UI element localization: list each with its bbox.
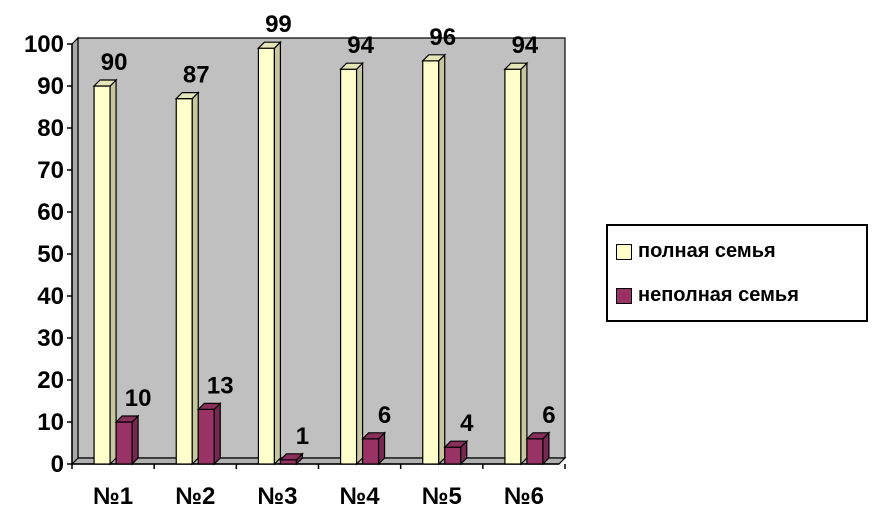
legend-swatch-full-family [616,243,632,260]
data-label-single-parent-family: 1 [296,423,309,450]
bar-full-family [174,91,200,466]
y-tick-label: 90 [37,73,64,100]
y-tick-label: 30 [37,325,64,352]
x-category-label: №4 [340,483,381,510]
bar-single-parent-family [443,439,469,466]
plot-back-wall [77,37,566,459]
y-tick-label: 100 [24,31,64,58]
legend-label-full-family: полная семья [638,240,776,262]
x-category-label: №3 [257,483,297,510]
data-label-single-parent-family: 4 [460,410,474,437]
data-label-single-parent-family: 10 [125,385,152,412]
bar-single-parent-family [525,431,551,466]
bar-full-family [92,78,118,466]
y-tick-label: 20 [37,367,64,394]
y-tick-label: 10 [37,409,64,436]
y-tick-label: 50 [37,241,64,268]
y-tick-label: 60 [37,199,64,226]
data-label-full-family: 99 [265,11,292,38]
legend: полная семья неполная семья [606,224,868,322]
data-label-full-family: 94 [347,32,374,59]
bar-single-parent-family [361,431,387,466]
bar-full-family [256,40,282,466]
plot-floor [70,457,567,465]
legend-swatch-single-parent-family [616,287,632,304]
bar-full-family [339,61,365,466]
x-category-label: №2 [175,483,215,510]
x-category-label: №5 [422,483,462,510]
bar-single-parent-family [278,452,304,466]
bar-single-parent-family [114,414,140,466]
y-tick-label: 0 [51,451,64,478]
data-label-single-parent-family: 6 [542,402,555,429]
y-axis: 0 10 20 30 40 50 60 70 80 90 100 [24,31,73,478]
data-label-single-parent-family: 13 [207,372,234,399]
legend-label-single-parent-family: неполная семья [638,284,799,306]
bar-full-family [421,53,447,466]
data-label-full-family: 96 [429,24,456,51]
bar-full-family [503,61,529,466]
y-tick-label: 80 [37,115,64,142]
bar-single-parent-family [196,401,222,466]
plot-side-wall [71,36,79,466]
bars [92,40,551,466]
y-tick-label: 40 [37,283,64,310]
legend-item-single-parent-family: неполная семья [616,284,799,307]
data-label-full-family: 87 [183,62,210,89]
x-axis: №1 №2 №3 №4 №5 №6 [71,463,566,510]
x-category-label: №1 [93,483,133,510]
data-label-single-parent-family: 6 [378,402,391,429]
y-tick-label: 70 [37,157,64,184]
legend-item-full-family: полная семья [616,240,776,263]
data-label-full-family: 94 [512,32,539,59]
data-label-full-family: 90 [101,49,128,76]
x-category-label: №6 [504,483,544,510]
